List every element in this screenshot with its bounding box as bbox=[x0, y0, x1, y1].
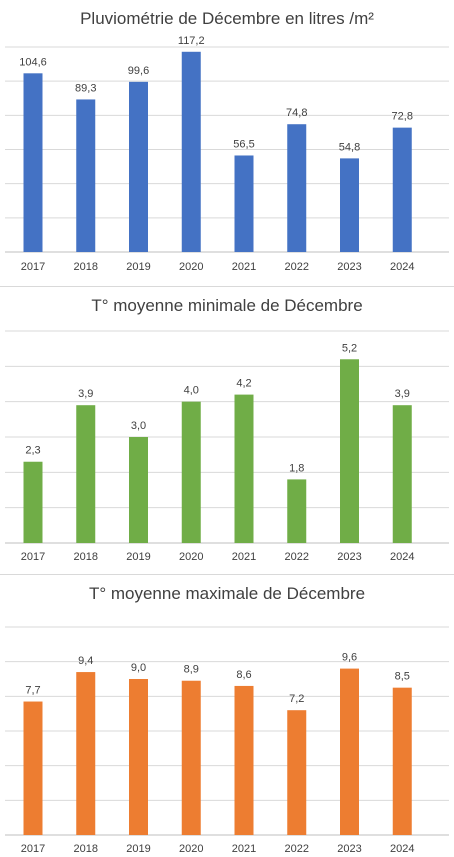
min-temperature-chart: T° moyenne minimale de Décembre 2,3 2017 3… bbox=[0, 287, 454, 574]
chart-title: T° moyenne maximale de Décembre bbox=[88, 584, 366, 603]
data-label-2018: 9,4 bbox=[78, 655, 93, 667]
bar-2017 bbox=[23, 73, 43, 252]
x-tick-label-2022: 2022 bbox=[285, 843, 309, 855]
data-label-2020: 8,9 bbox=[184, 664, 199, 676]
x-tick-label-2022: 2022 bbox=[285, 261, 309, 273]
data-label-2021: 4,2 bbox=[236, 378, 251, 390]
bar-2022 bbox=[287, 124, 307, 252]
bar-2019 bbox=[129, 81, 148, 252]
max-temperature-chart: T° moyenne maximale de Décembre 7,7 2017 9… bbox=[0, 575, 454, 857]
bar-2019 bbox=[129, 679, 148, 835]
x-tick-label-2021: 2021 bbox=[232, 551, 256, 563]
chart-title: T° moyenne minimale de Décembre bbox=[91, 296, 363, 315]
bar-2024 bbox=[392, 405, 412, 543]
x-tick-label-2022: 2022 bbox=[285, 551, 309, 563]
x-tick-label-2018: 2018 bbox=[74, 843, 98, 855]
data-label-2023: 5,2 bbox=[342, 342, 357, 354]
bar-2017 bbox=[23, 461, 43, 543]
x-tick-label-2017: 2017 bbox=[21, 551, 45, 563]
bar-2020 bbox=[181, 51, 201, 253]
x-tick-label-2019: 2019 bbox=[126, 843, 150, 855]
rainfall-plot: 104,6 2017 89,3 2018 99,6 2019 117,2 2020 56,5 20… bbox=[5, 35, 449, 273]
x-tick-label-2020: 2020 bbox=[179, 843, 203, 855]
x-tick-label-2020: 2020 bbox=[179, 261, 203, 273]
min-temperature-plot: 2,3 2017 3,9 2018 3,0 2019 4,0 2020 4,2 2021 1,8 20… bbox=[5, 330, 449, 563]
data-label-2018: 3,9 bbox=[78, 388, 93, 400]
data-label-2018: 89,3 bbox=[75, 82, 96, 94]
x-tick-label-2024: 2024 bbox=[390, 843, 414, 855]
bar-2023 bbox=[340, 158, 359, 252]
x-tick-label-2017: 2017 bbox=[21, 843, 45, 855]
rainfall-chart: Pluviométrie de Décembre en litres /m² 1… bbox=[0, 0, 454, 286]
x-tick-label-2021: 2021 bbox=[232, 261, 256, 273]
chart-divider bbox=[0, 574, 454, 575]
x-tick-label-2019: 2019 bbox=[126, 261, 150, 273]
x-tick-label-2024: 2024 bbox=[390, 261, 414, 273]
bar-2023 bbox=[340, 668, 359, 835]
bar-2020 bbox=[181, 401, 201, 543]
x-tick-label-2020: 2020 bbox=[179, 551, 203, 563]
data-label-2017: 7,7 bbox=[25, 685, 40, 697]
bar-2022 bbox=[287, 710, 307, 835]
x-tick-label-2017: 2017 bbox=[21, 261, 45, 273]
bar-2022 bbox=[287, 479, 307, 543]
max-temperature-plot: 7,7 2017 9,4 2018 9,0 2019 8,9 2020 8,6 2021 7,2 20… bbox=[5, 626, 449, 855]
data-label-2023: 54,8 bbox=[339, 141, 360, 153]
bar-2017 bbox=[23, 701, 43, 835]
data-label-2022: 74,8 bbox=[286, 107, 307, 119]
chart-title: Pluviométrie de Décembre en litres /m² bbox=[80, 9, 374, 28]
data-label-2024: 8,5 bbox=[395, 671, 410, 683]
bar-2018 bbox=[76, 405, 96, 543]
bar-2021 bbox=[234, 394, 254, 543]
chart-divider bbox=[0, 286, 454, 287]
data-label-2024: 72,8 bbox=[392, 111, 413, 123]
data-label-2020: 117,2 bbox=[178, 35, 205, 47]
data-label-2021: 8,6 bbox=[236, 669, 251, 681]
bar-2019 bbox=[129, 437, 148, 543]
data-label-2024: 3,9 bbox=[395, 388, 410, 400]
x-tick-label-2018: 2018 bbox=[74, 261, 98, 273]
x-tick-label-2023: 2023 bbox=[337, 843, 361, 855]
x-tick-label-2021: 2021 bbox=[232, 843, 256, 855]
data-label-2021: 56,5 bbox=[233, 138, 254, 150]
bar-2020 bbox=[181, 680, 201, 835]
data-label-2019: 9,0 bbox=[131, 662, 146, 674]
bar-2023 bbox=[340, 359, 359, 543]
data-label-2019: 3,0 bbox=[131, 420, 146, 432]
x-tick-label-2018: 2018 bbox=[74, 551, 98, 563]
x-tick-label-2023: 2023 bbox=[337, 261, 361, 273]
bar-2018 bbox=[76, 99, 96, 252]
data-label-2017: 104,6 bbox=[19, 56, 47, 68]
data-label-2017: 2,3 bbox=[25, 445, 40, 457]
data-label-2020: 4,0 bbox=[184, 385, 199, 397]
bar-2024 bbox=[392, 687, 412, 835]
bar-2018 bbox=[76, 672, 96, 835]
data-label-2022: 1,8 bbox=[289, 462, 304, 474]
x-tick-label-2024: 2024 bbox=[390, 551, 414, 563]
bar-2021 bbox=[234, 155, 254, 252]
x-tick-label-2023: 2023 bbox=[337, 551, 361, 563]
data-label-2019: 99,6 bbox=[128, 65, 149, 77]
data-label-2022: 7,2 bbox=[289, 693, 304, 705]
data-label-2023: 9,6 bbox=[342, 652, 357, 664]
x-tick-label-2019: 2019 bbox=[126, 551, 150, 563]
bar-2024 bbox=[392, 127, 412, 252]
bar-2021 bbox=[234, 685, 254, 835]
